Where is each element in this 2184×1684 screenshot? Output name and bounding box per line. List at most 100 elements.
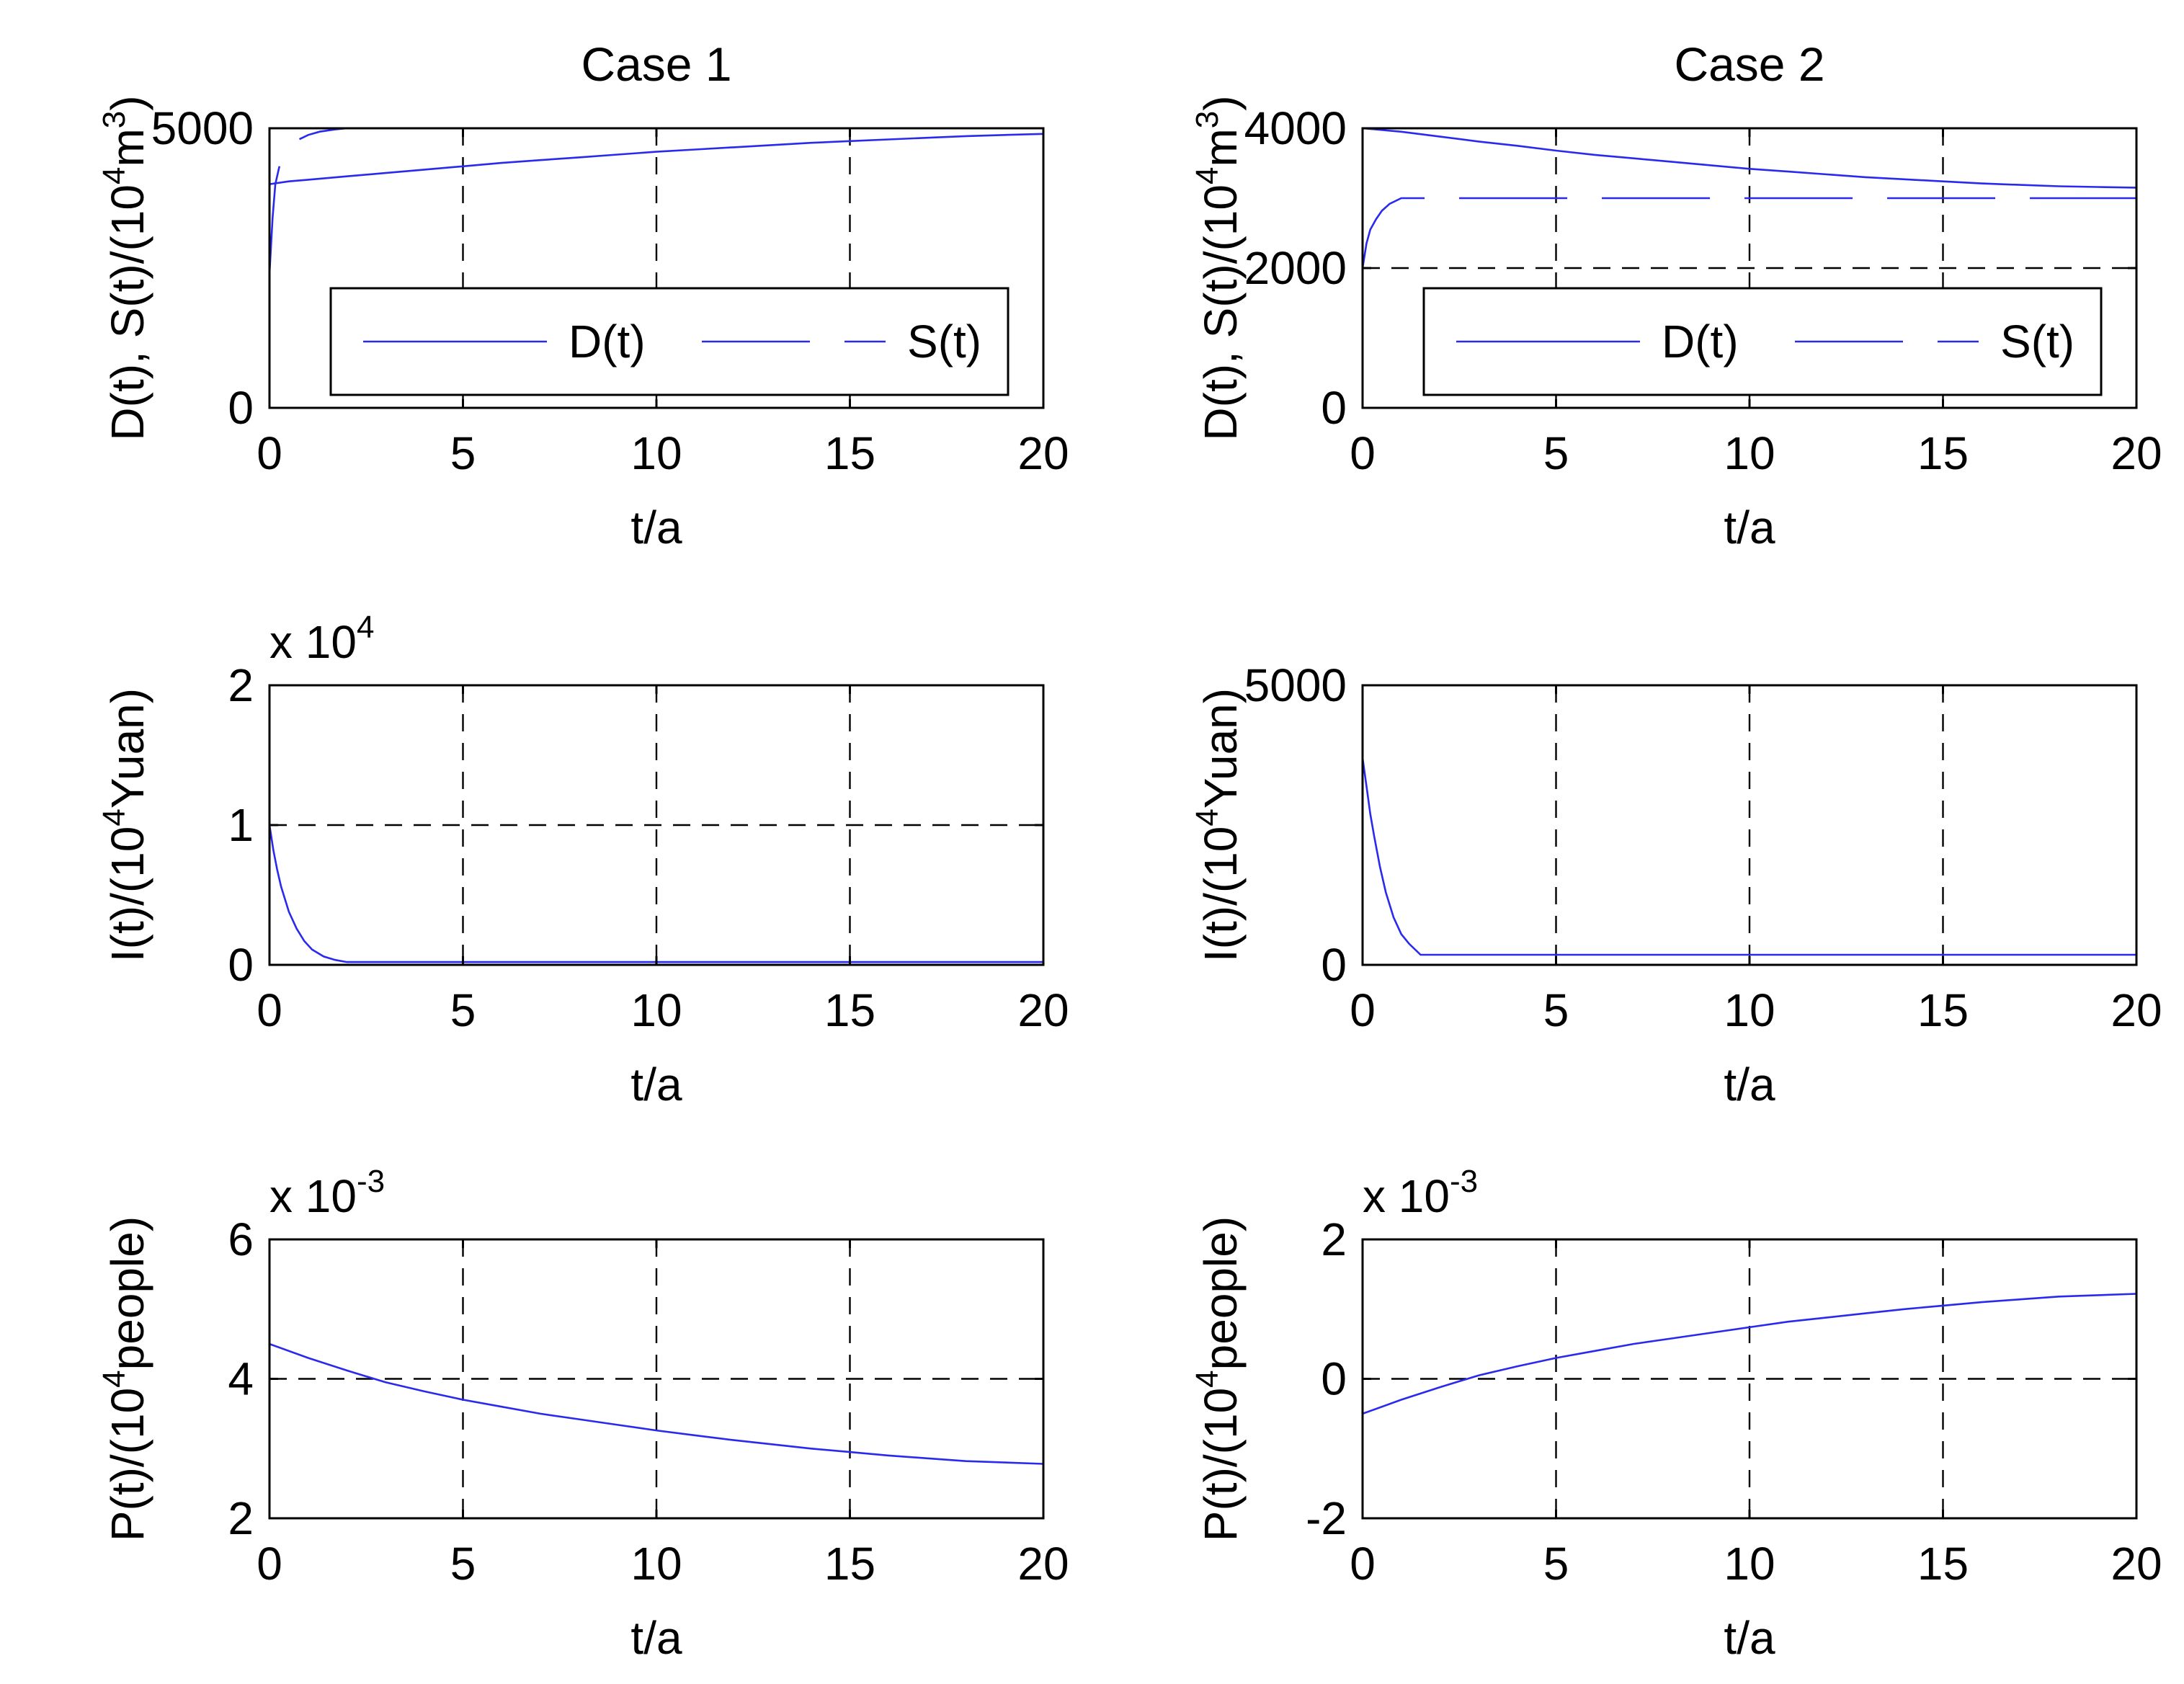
x-tick-label: 0 [1350, 427, 1376, 479]
y-axis-label: D(t), S(t)/(104m3) [1190, 95, 1247, 440]
y-axis-label-part: ) [102, 95, 153, 110]
x-tick-label: 15 [1917, 427, 1969, 479]
y-axis-label-part: 4 [97, 808, 132, 826]
x-tick-label: 0 [1350, 1538, 1376, 1590]
y-tick-label: 2000 [1244, 242, 1347, 294]
y-axis-label-part: ) [1195, 95, 1247, 110]
y-tick-label: 4000 [1244, 102, 1347, 154]
series-line-it [1361, 757, 2136, 956]
y-axis-label-part: I(t)/(10 [1195, 827, 1247, 962]
x-tick-label: 5 [1543, 427, 1569, 479]
y-axis-label-part: Yuan [102, 703, 153, 808]
y-axis-label-part: ) [1195, 1216, 1247, 1231]
y-axis-label-part: 4 [1190, 1370, 1225, 1387]
y-tick-label: 5000 [1244, 659, 1347, 711]
x-tick-label: 5 [450, 984, 476, 1036]
x-axis-label: t/a [1724, 1612, 1775, 1664]
series-line-dt [1362, 127, 2137, 189]
series-line-it [268, 824, 1043, 963]
y-tick-label: 0 [1321, 939, 1347, 991]
x-tick-label: 10 [1724, 1538, 1775, 1590]
y-axis-label-part: 3 [97, 111, 132, 128]
legend-label: S(t) [907, 316, 981, 367]
legend-label: D(t) [1662, 316, 1739, 367]
y-axis-label-part: Yuan [1195, 703, 1247, 808]
x-tick-label: 20 [1017, 984, 1069, 1036]
y-axis-label-part: m [102, 128, 153, 166]
y-tick-label: 5000 [151, 102, 254, 154]
axis-exponent-label: x 10-3 [269, 1164, 385, 1222]
y-axis-label-part: P(t)/(10 [102, 1388, 153, 1541]
legend-label: S(t) [2000, 316, 2074, 367]
x-tick-label: 20 [2111, 1538, 2162, 1590]
y-axis-label: I(t)/(104Yuan) [1190, 688, 1247, 962]
x-tick-label: 20 [2111, 427, 2162, 479]
y-tick-label: 1 [228, 799, 254, 851]
x-tick-label: 10 [630, 984, 682, 1036]
exponent-base: x 10 [269, 616, 357, 668]
series-line-dt [269, 133, 1044, 185]
axis-exponent-label: x 104 [269, 610, 374, 668]
y-axis-label-part: 4 [1190, 808, 1225, 826]
series-line-pt [269, 1342, 1044, 1465]
y-axis-label-part: m [1195, 128, 1247, 166]
chart-title: Case 1 [581, 37, 731, 91]
x-tick-label: 0 [257, 1538, 282, 1590]
x-tick-label: 15 [824, 984, 875, 1036]
legend-label: D(t) [569, 316, 646, 367]
y-axis-label-part: ) [1195, 688, 1247, 703]
legend: D(t) S(t) [1422, 287, 2103, 396]
chart-panel-case1-ds: 0 5 10 15 20 0 5000 t/a D(t), S(t)/(104m3) Case 1… [97, 37, 1069, 553]
y-axis-label-part: ) [102, 1216, 153, 1231]
x-axis-label: t/a [630, 1612, 682, 1664]
y-tick-label: -2 [1306, 1492, 1347, 1544]
legend: D(t) S(t) [329, 287, 1009, 396]
exponent-power: 4 [357, 610, 374, 645]
x-tick-label: 0 [1350, 984, 1376, 1036]
series-line-pt [1362, 1293, 2137, 1415]
chart-panel-case2-i: 0 5 10 15 20 0 5000 t/a I(t)/(104Yuan) [1190, 659, 2162, 1110]
y-axis-label: D(t), S(t)/(104m3) [97, 95, 153, 440]
x-tick-label: 0 [257, 984, 282, 1036]
x-tick-label: 5 [1543, 984, 1569, 1036]
y-axis-label: I(t)/(104Yuan) [97, 688, 153, 962]
y-tick-label: 2 [1321, 1213, 1347, 1265]
x-tick-label: 15 [1917, 984, 1969, 1036]
exponent-power: -3 [357, 1164, 385, 1199]
y-axis-label-part: ) [102, 688, 153, 703]
x-tick-label: 5 [450, 1538, 476, 1590]
x-axis-label: t/a [1724, 1059, 1775, 1110]
x-tick-label: 5 [450, 427, 476, 479]
y-axis-label: P(t)/(104people) [97, 1216, 153, 1541]
exponent-base: x 10 [269, 1170, 357, 1222]
y-axis-label-part: people [102, 1231, 153, 1370]
legend-box [329, 287, 1009, 396]
y-axis-label-part: P(t)/(10 [1195, 1388, 1247, 1541]
axis-exponent-label: x 10-3 [1363, 1164, 1478, 1222]
y-tick-label: 2 [228, 1492, 254, 1544]
y-axis-label-part: 4 [1190, 167, 1225, 184]
x-tick-label: 20 [2111, 984, 2162, 1036]
exponent-power: -3 [1450, 1164, 1478, 1199]
series-line-st [1361, 197, 2136, 269]
y-tick-label: 0 [1321, 1353, 1347, 1405]
x-axis-label: t/a [630, 502, 682, 553]
y-axis-label-part: 4 [97, 1370, 132, 1387]
x-tick-label: 15 [1917, 1538, 1969, 1590]
chart-panel-case2-ds: 0 5 10 15 20 0 2000 4000 t/a D(t), S(t)/(104m3) Ca… [1190, 37, 2162, 553]
y-axis-label: P(t)/(104people) [1190, 1216, 1247, 1541]
x-axis-label: t/a [630, 1059, 682, 1110]
x-tick-label: 10 [630, 1538, 682, 1590]
x-tick-label: 10 [1724, 427, 1775, 479]
y-axis-label-part: 3 [1190, 111, 1225, 128]
x-axis-label: t/a [1724, 502, 1775, 553]
x-tick-label: 5 [1543, 1538, 1569, 1590]
y-axis-label-part: 4 [97, 167, 132, 184]
y-tick-label: 6 [228, 1213, 254, 1265]
y-tick-label: 4 [228, 1353, 254, 1405]
x-tick-label: 20 [1017, 427, 1069, 479]
x-tick-label: 20 [1017, 1538, 1069, 1590]
